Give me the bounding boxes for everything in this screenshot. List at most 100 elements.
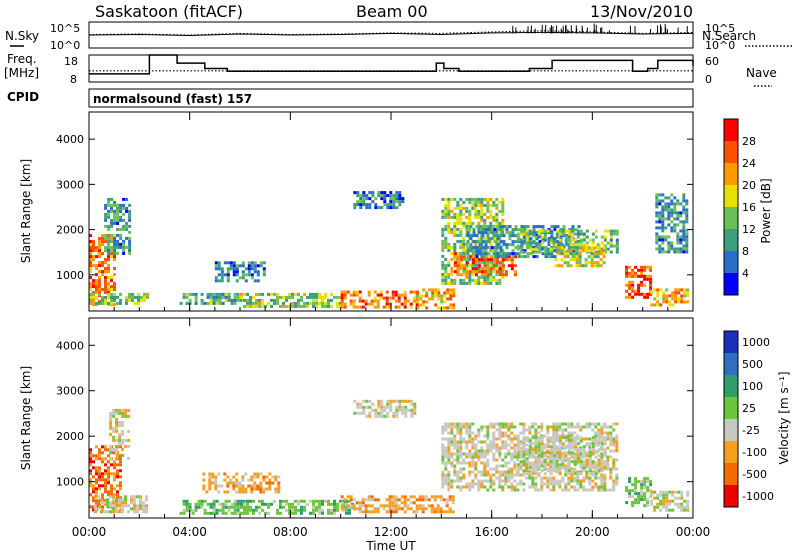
heatmap-cell	[265, 475, 269, 479]
heatmap-cell	[489, 242, 493, 246]
heatmap-cell	[403, 290, 407, 294]
heatmap-cell	[522, 436, 526, 440]
heatmap-cell	[683, 291, 687, 295]
heatmap-cell	[528, 437, 532, 441]
heatmap-cell	[89, 292, 92, 296]
heatmap-cell	[596, 246, 600, 250]
heatmap-cell	[400, 507, 404, 511]
heatmap-cell	[492, 257, 496, 261]
heatmap-cell	[312, 292, 315, 296]
heatmap-cell	[256, 273, 260, 277]
heatmap-cell	[510, 473, 514, 477]
heatmap-cell	[110, 224, 114, 228]
heatmap-cell	[550, 255, 554, 259]
heatmap-cell	[113, 212, 117, 216]
heatmap-cell	[649, 280, 653, 284]
heatmap-cell	[579, 466, 583, 470]
heatmap-cell	[262, 273, 266, 277]
heatmap-cell	[573, 454, 577, 458]
heatmap-cell	[612, 428, 616, 432]
heatmap-cell	[92, 460, 95, 464]
heatmap-cell	[300, 505, 303, 509]
heatmap-cell	[480, 455, 484, 459]
heatmap-cell	[685, 220, 689, 224]
heatmap-cell	[140, 298, 143, 302]
heatmap-cell	[615, 422, 619, 426]
heatmap-cell	[433, 495, 437, 499]
heatmap-cell	[116, 463, 119, 467]
heatmap-cell	[585, 437, 589, 441]
heatmap-cell	[401, 200, 405, 204]
beam-label: Beam 00	[356, 2, 428, 21]
heatmap-cell	[259, 261, 263, 265]
heatmap-cell	[107, 267, 110, 271]
heatmap-cell	[680, 294, 684, 298]
heatmap-cell	[600, 458, 604, 462]
heatmap-cell	[664, 208, 668, 212]
heatmap-cell	[383, 200, 387, 204]
colorbar-swatch	[724, 141, 738, 163]
heatmap-cell	[564, 235, 568, 239]
heatmap-cell	[453, 230, 457, 234]
heatmap-cell	[504, 425, 508, 429]
heatmap-cell	[89, 267, 92, 271]
heatmap-cell	[600, 445, 604, 449]
heatmap-cell	[561, 232, 565, 236]
heatmap-cell	[543, 454, 547, 458]
heatmap-cell	[373, 498, 377, 502]
heatmap-cell	[502, 252, 506, 256]
heatmap-cell	[486, 260, 490, 264]
heatmap-cell	[665, 508, 669, 512]
heatmap-cell	[571, 225, 575, 229]
heatmap-cell	[101, 252, 104, 256]
heatmap-cell	[462, 461, 466, 465]
heatmap-cell	[662, 502, 666, 506]
heatmap-cell	[94, 495, 97, 499]
heatmap-cell	[361, 498, 365, 502]
heatmap-cell	[558, 422, 562, 426]
heatmap-cell	[471, 479, 475, 483]
heatmap-cell	[677, 297, 681, 301]
heatmap-cell	[606, 247, 610, 251]
heatmap-cell	[549, 439, 553, 443]
y-tick-label: 1000	[56, 269, 84, 282]
heatmap-cell	[480, 428, 484, 432]
heatmap-cell	[537, 425, 541, 429]
heatmap-cell	[478, 243, 482, 247]
heatmap-cell	[480, 275, 484, 279]
heatmap-cell	[456, 218, 460, 222]
heatmap-cell	[514, 246, 518, 250]
heatmap-cell	[139, 507, 142, 511]
heatmap-cell	[386, 206, 390, 210]
x-tick-label: 12:00	[374, 525, 409, 539]
heatmap-cell	[421, 504, 425, 508]
heatmap-cell	[395, 399, 399, 403]
heatmap-cell	[475, 252, 479, 256]
heatmap-cell	[594, 455, 598, 459]
heatmap-cell	[507, 434, 511, 438]
heatmap-cell	[261, 301, 264, 305]
heatmap-cell	[543, 250, 547, 254]
heatmap-cell	[499, 231, 503, 235]
heatmap-cell	[603, 439, 607, 443]
heatmap-cell	[686, 288, 690, 292]
heatmap-cell	[89, 463, 92, 467]
heatmap-cell	[345, 502, 348, 506]
heatmap-cell	[240, 295, 243, 299]
heatmap-cell	[270, 292, 273, 296]
heatmap-cell	[121, 498, 124, 502]
heatmap-cell	[456, 215, 460, 219]
heatmap-cell	[609, 232, 613, 236]
heatmap-cell	[391, 495, 395, 499]
heatmap-cell	[398, 405, 402, 409]
heatmap-cell	[92, 282, 95, 286]
heatmap-cell	[498, 209, 502, 213]
heatmap-cell	[98, 276, 101, 280]
heatmap-cell	[495, 272, 499, 276]
freq-unit-label: [MHz]	[4, 66, 39, 80]
heatmap-cell	[685, 250, 689, 254]
heatmap-cell	[469, 243, 473, 247]
heatmap-cell	[113, 460, 116, 464]
heatmap-cell	[235, 264, 239, 268]
heatmap-cell	[609, 241, 613, 245]
